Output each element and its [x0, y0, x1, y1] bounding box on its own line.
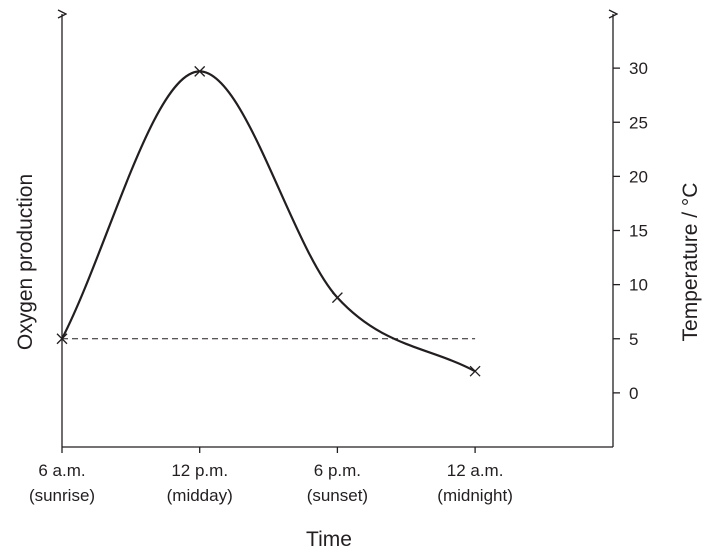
series-line: [61, 70, 476, 373]
data-point-marker: [331, 292, 343, 304]
right-axis-tick-label: 10: [629, 276, 648, 295]
data-point-marker: [56, 333, 68, 345]
x-tick-label-time: 12 p.m.: [171, 461, 228, 480]
x-tick-label-event: (sunset): [307, 486, 368, 505]
left-axis-title: Oxygen production: [14, 174, 37, 350]
data-point-marker: [194, 65, 206, 77]
x-tick-label-event: (midnight): [437, 486, 513, 505]
right-axis-ticks: 0 5 10 15 20 25 30: [613, 59, 648, 403]
right-axis-tick-label: 15: [629, 222, 648, 241]
x-tick-label-time: 6 a.m.: [38, 461, 85, 480]
right-axis-tick-label: 0: [629, 384, 638, 403]
data-point-markers: [56, 65, 481, 377]
x-axis-title: Time: [306, 528, 352, 551]
right-axis-tick-label: 20: [629, 167, 648, 186]
right-axis-tick-label: 30: [629, 59, 648, 78]
x-tick-label-event: (midday): [167, 486, 233, 505]
right-axis-tick-label: 25: [629, 113, 648, 132]
x-tick-label-time: 12 a.m.: [447, 461, 504, 480]
right-axis-title: Temperature / °C: [679, 183, 702, 342]
right-axis-tick-label: 5: [629, 330, 638, 349]
x-axis-ticks: 6 a.m. (sunrise) 12 p.m. (midday) 6 p.m. (sun…: [29, 447, 513, 505]
data-point-marker: [469, 365, 481, 377]
x-tick-label-event: (sunrise): [29, 486, 95, 505]
x-tick-label-time: 6 p.m.: [314, 461, 361, 480]
